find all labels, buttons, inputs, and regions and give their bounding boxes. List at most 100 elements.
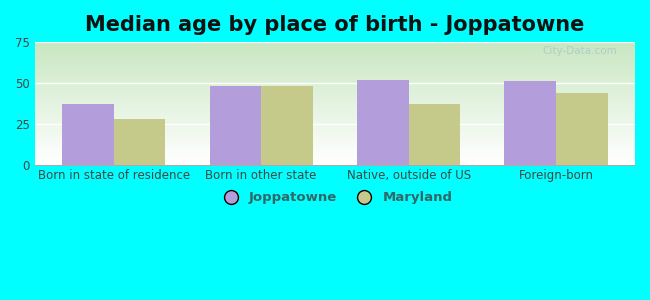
- Bar: [34, 141, 635, 142]
- Bar: [34, 103, 635, 104]
- Bar: [34, 85, 635, 86]
- Bar: [34, 86, 635, 87]
- Bar: [34, 135, 635, 136]
- Bar: [34, 87, 635, 88]
- Bar: [34, 153, 635, 154]
- Bar: [34, 124, 635, 125]
- Bar: [34, 105, 635, 106]
- Bar: [34, 161, 635, 163]
- Bar: [34, 138, 635, 139]
- Bar: [34, 44, 635, 45]
- Bar: [34, 115, 635, 116]
- Bar: [34, 119, 635, 120]
- Bar: [34, 117, 635, 118]
- Bar: [34, 152, 635, 153]
- Bar: [34, 70, 635, 71]
- Bar: [34, 127, 635, 128]
- Bar: [34, 151, 635, 152]
- Bar: [34, 47, 635, 48]
- Bar: [34, 99, 635, 100]
- Bar: [34, 155, 635, 156]
- Bar: [34, 80, 635, 81]
- Text: City-Data.com: City-Data.com: [542, 46, 617, 56]
- Bar: [62, 104, 114, 165]
- Bar: [34, 59, 635, 61]
- Bar: [34, 53, 635, 54]
- Bar: [34, 139, 635, 140]
- Bar: [34, 48, 635, 49]
- Bar: [34, 100, 635, 101]
- Bar: [34, 137, 635, 138]
- Bar: [34, 112, 635, 113]
- Bar: [34, 143, 635, 144]
- Bar: [34, 78, 635, 79]
- Bar: [34, 46, 635, 47]
- Bar: [34, 128, 635, 129]
- Bar: [34, 132, 635, 133]
- Bar: [504, 81, 556, 165]
- Bar: [34, 79, 635, 80]
- Bar: [34, 146, 635, 147]
- Bar: [34, 142, 635, 143]
- Bar: [34, 83, 635, 84]
- Bar: [34, 125, 635, 126]
- Bar: [34, 106, 635, 107]
- Bar: [34, 57, 635, 59]
- Bar: [357, 80, 409, 165]
- Bar: [34, 69, 635, 70]
- Bar: [34, 58, 635, 59]
- Bar: [34, 52, 635, 53]
- Bar: [34, 158, 635, 160]
- Bar: [34, 113, 635, 115]
- Bar: [34, 50, 635, 51]
- Bar: [34, 160, 635, 161]
- Bar: [34, 90, 635, 91]
- Bar: [34, 94, 635, 95]
- Bar: [34, 118, 635, 119]
- Bar: [34, 140, 635, 141]
- Bar: [34, 82, 635, 83]
- Bar: [261, 86, 313, 165]
- Bar: [34, 72, 635, 73]
- Bar: [34, 91, 635, 92]
- Bar: [114, 119, 165, 165]
- Bar: [34, 71, 635, 72]
- Bar: [34, 74, 635, 75]
- Bar: [34, 62, 635, 64]
- Bar: [34, 64, 635, 66]
- Bar: [34, 108, 635, 110]
- Bar: [556, 93, 608, 165]
- Bar: [34, 84, 635, 85]
- Bar: [34, 123, 635, 124]
- Bar: [34, 129, 635, 130]
- Legend: Joppatowne, Maryland: Joppatowne, Maryland: [212, 186, 458, 209]
- Bar: [34, 164, 635, 165]
- Bar: [34, 56, 635, 57]
- Bar: [34, 134, 635, 135]
- Bar: [34, 122, 635, 123]
- Bar: [34, 51, 635, 52]
- Bar: [34, 67, 635, 68]
- Bar: [34, 160, 635, 161]
- Bar: [34, 88, 635, 89]
- Bar: [34, 121, 635, 122]
- Bar: [34, 102, 635, 103]
- Bar: [34, 116, 635, 117]
- Bar: [34, 110, 635, 112]
- Bar: [34, 154, 635, 155]
- Bar: [34, 54, 635, 56]
- Bar: [34, 96, 635, 97]
- Bar: [34, 144, 635, 145]
- Bar: [34, 149, 635, 150]
- Bar: [34, 126, 635, 127]
- Bar: [34, 81, 635, 82]
- Bar: [209, 86, 261, 165]
- Bar: [34, 73, 635, 74]
- Bar: [409, 104, 460, 165]
- Bar: [34, 133, 635, 134]
- Bar: [34, 75, 635, 76]
- Bar: [34, 97, 635, 98]
- Bar: [34, 61, 635, 62]
- Bar: [34, 104, 635, 105]
- Bar: [34, 130, 635, 131]
